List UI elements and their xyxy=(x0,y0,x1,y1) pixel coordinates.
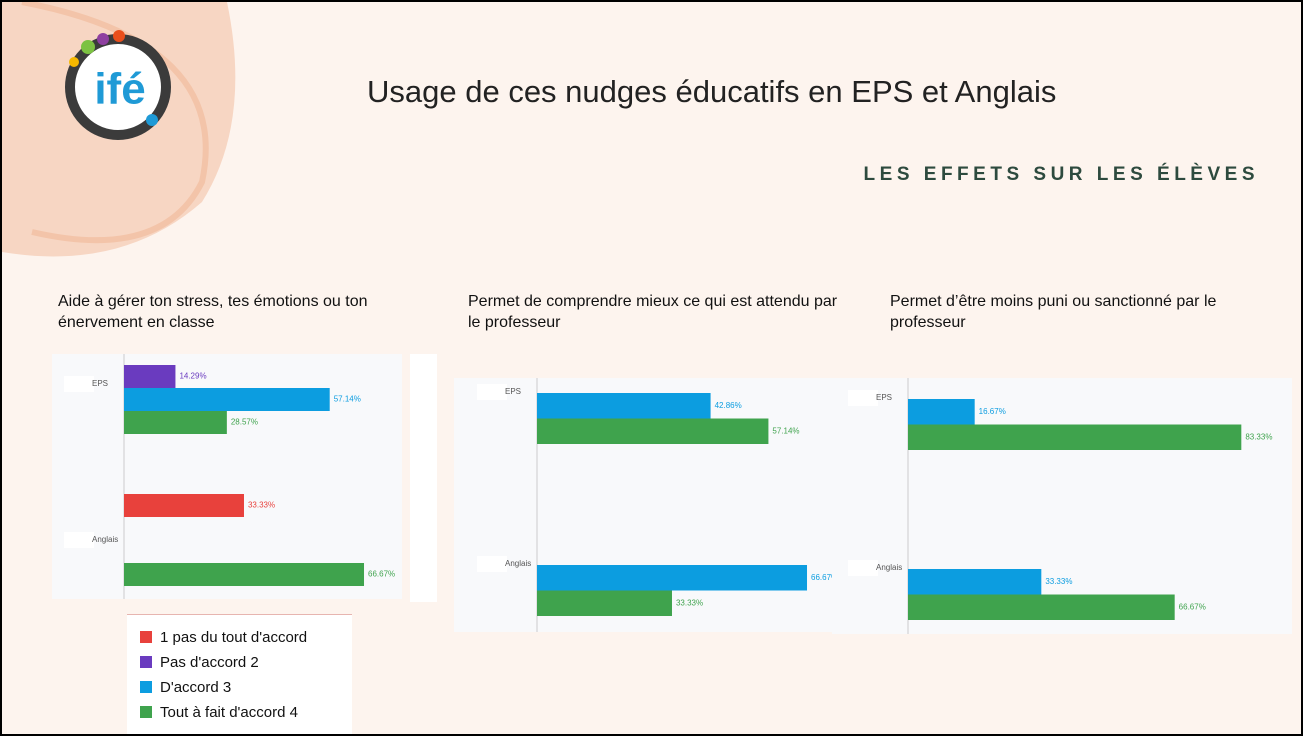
title: Usage de ces nudges éducatifs en EPS et … xyxy=(367,74,1056,110)
legend: 1 pas du tout d'accord Pas d'accord 2 D'ac… xyxy=(127,614,352,736)
legend-label: Pas d'accord 2 xyxy=(160,654,259,671)
slide: ifé EPS 14.29% 57.14% 28.57% Anglais 33.33% 66… xyxy=(0,0,1303,736)
category-label: Anglais xyxy=(876,563,902,572)
logo-dot xyxy=(146,114,158,126)
bar xyxy=(537,393,711,419)
bar xyxy=(124,388,330,411)
value-label: 57.14% xyxy=(334,395,361,404)
value-label: 83.33% xyxy=(1245,432,1272,441)
legend-item: 1 pas du tout d'accord xyxy=(140,629,307,646)
label-box xyxy=(848,560,878,576)
panel xyxy=(410,354,437,602)
legend-swatch xyxy=(140,706,152,718)
legend-label: 1 pas du tout d'accord xyxy=(160,629,307,646)
bar xyxy=(124,411,227,434)
page: ifé EPS 14.29% 57.14% 28.57% Anglais 33.33% 66… xyxy=(0,0,1303,736)
bar xyxy=(908,569,1041,595)
bar xyxy=(908,595,1175,621)
logo-dot xyxy=(69,57,79,67)
logo-dot xyxy=(113,30,125,42)
legend-item: D'accord 3 xyxy=(140,679,231,696)
logo-dot xyxy=(81,40,95,54)
value-label: 28.57% xyxy=(231,418,258,427)
bar xyxy=(124,494,244,517)
legend-label: D'accord 3 xyxy=(160,679,231,696)
value-label: 33.33% xyxy=(248,501,275,510)
bar xyxy=(537,591,672,617)
value-label: 57.14% xyxy=(772,426,799,435)
label-box xyxy=(477,556,507,572)
category-label: Anglais xyxy=(92,535,118,544)
value-label: 33.33% xyxy=(1045,577,1072,586)
category-label: Anglais xyxy=(505,559,531,568)
bar xyxy=(124,563,364,586)
bar xyxy=(537,565,807,591)
legend-item: Tout à fait d'accord 4 xyxy=(140,704,298,721)
label-box xyxy=(64,532,94,548)
category-label: EPS xyxy=(92,379,108,388)
bar xyxy=(124,365,175,388)
category-label: EPS xyxy=(876,393,892,402)
legend-swatch xyxy=(140,681,152,693)
legend-swatch xyxy=(140,631,152,643)
legend-item: Pas d'accord 2 xyxy=(140,654,259,671)
logo-text: ifé xyxy=(94,65,145,114)
label-box xyxy=(64,376,94,392)
bar xyxy=(908,399,975,425)
subtitle: LES EFFETS SUR LES ÉLÈVES xyxy=(864,164,1259,186)
legend-swatch xyxy=(140,656,152,668)
label-box xyxy=(477,384,507,400)
value-label: 66.67% xyxy=(368,570,395,579)
chart-title: Permet de comprendre mieux ce qui est at… xyxy=(468,291,848,333)
value-label: 66.67% xyxy=(1179,602,1206,611)
bar xyxy=(908,425,1241,451)
category-label: EPS xyxy=(505,387,521,396)
value-label: 42.86% xyxy=(715,401,742,410)
logo-dot xyxy=(97,33,109,45)
bar xyxy=(537,419,768,445)
chart-title: Permet d’être moins puni ou sanctionné p… xyxy=(890,291,1270,333)
value-label: 14.29% xyxy=(179,372,206,381)
value-label: 16.67% xyxy=(979,407,1006,416)
legend-label: Tout à fait d'accord 4 xyxy=(160,704,298,721)
label-box xyxy=(848,390,878,406)
value-label: 33.33% xyxy=(676,598,703,607)
chart-title: Aide à gérer ton stress, tes émotions ou… xyxy=(58,291,448,333)
